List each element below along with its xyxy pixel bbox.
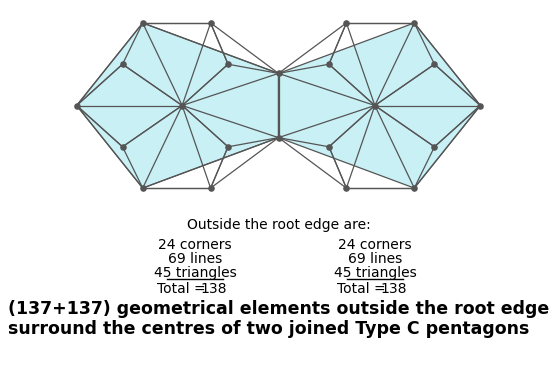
Text: 138: 138 [380, 281, 407, 296]
Text: 69 lines: 69 lines [168, 252, 222, 266]
Point [138, 20, 147, 26]
Point [370, 102, 379, 109]
Point [118, 144, 127, 150]
Point [430, 144, 439, 150]
Text: 45 triangles: 45 triangles [334, 266, 417, 280]
Point [223, 61, 232, 67]
Text: 24 corners: 24 corners [338, 238, 412, 252]
Point [72, 102, 81, 109]
Point [476, 102, 485, 109]
Point [223, 144, 232, 150]
Point [206, 20, 215, 26]
Text: (137+137) geometrical elements outside the root edge: (137+137) geometrical elements outside t… [8, 300, 549, 318]
Point [342, 185, 351, 191]
Point [410, 185, 419, 191]
Text: Outside the root edge are:: Outside the root edge are: [187, 218, 370, 232]
Point [178, 102, 187, 109]
Text: Total =: Total = [337, 281, 390, 296]
Text: Total =: Total = [157, 281, 210, 296]
Point [206, 185, 215, 191]
Point [430, 61, 439, 67]
Point [410, 20, 419, 26]
Text: 69 lines: 69 lines [348, 252, 402, 266]
Text: 45 triangles: 45 triangles [154, 266, 236, 280]
Polygon shape [278, 23, 480, 188]
Point [325, 61, 334, 67]
Point [138, 185, 147, 191]
Point [325, 144, 334, 150]
Polygon shape [77, 23, 278, 188]
Text: surround the centres of two joined Type C pentagons: surround the centres of two joined Type … [8, 320, 529, 338]
Point [342, 20, 351, 26]
Text: 24 corners: 24 corners [158, 238, 232, 252]
Point [118, 61, 127, 67]
Text: 138: 138 [200, 281, 227, 296]
Point [274, 70, 283, 77]
Point [274, 134, 283, 141]
